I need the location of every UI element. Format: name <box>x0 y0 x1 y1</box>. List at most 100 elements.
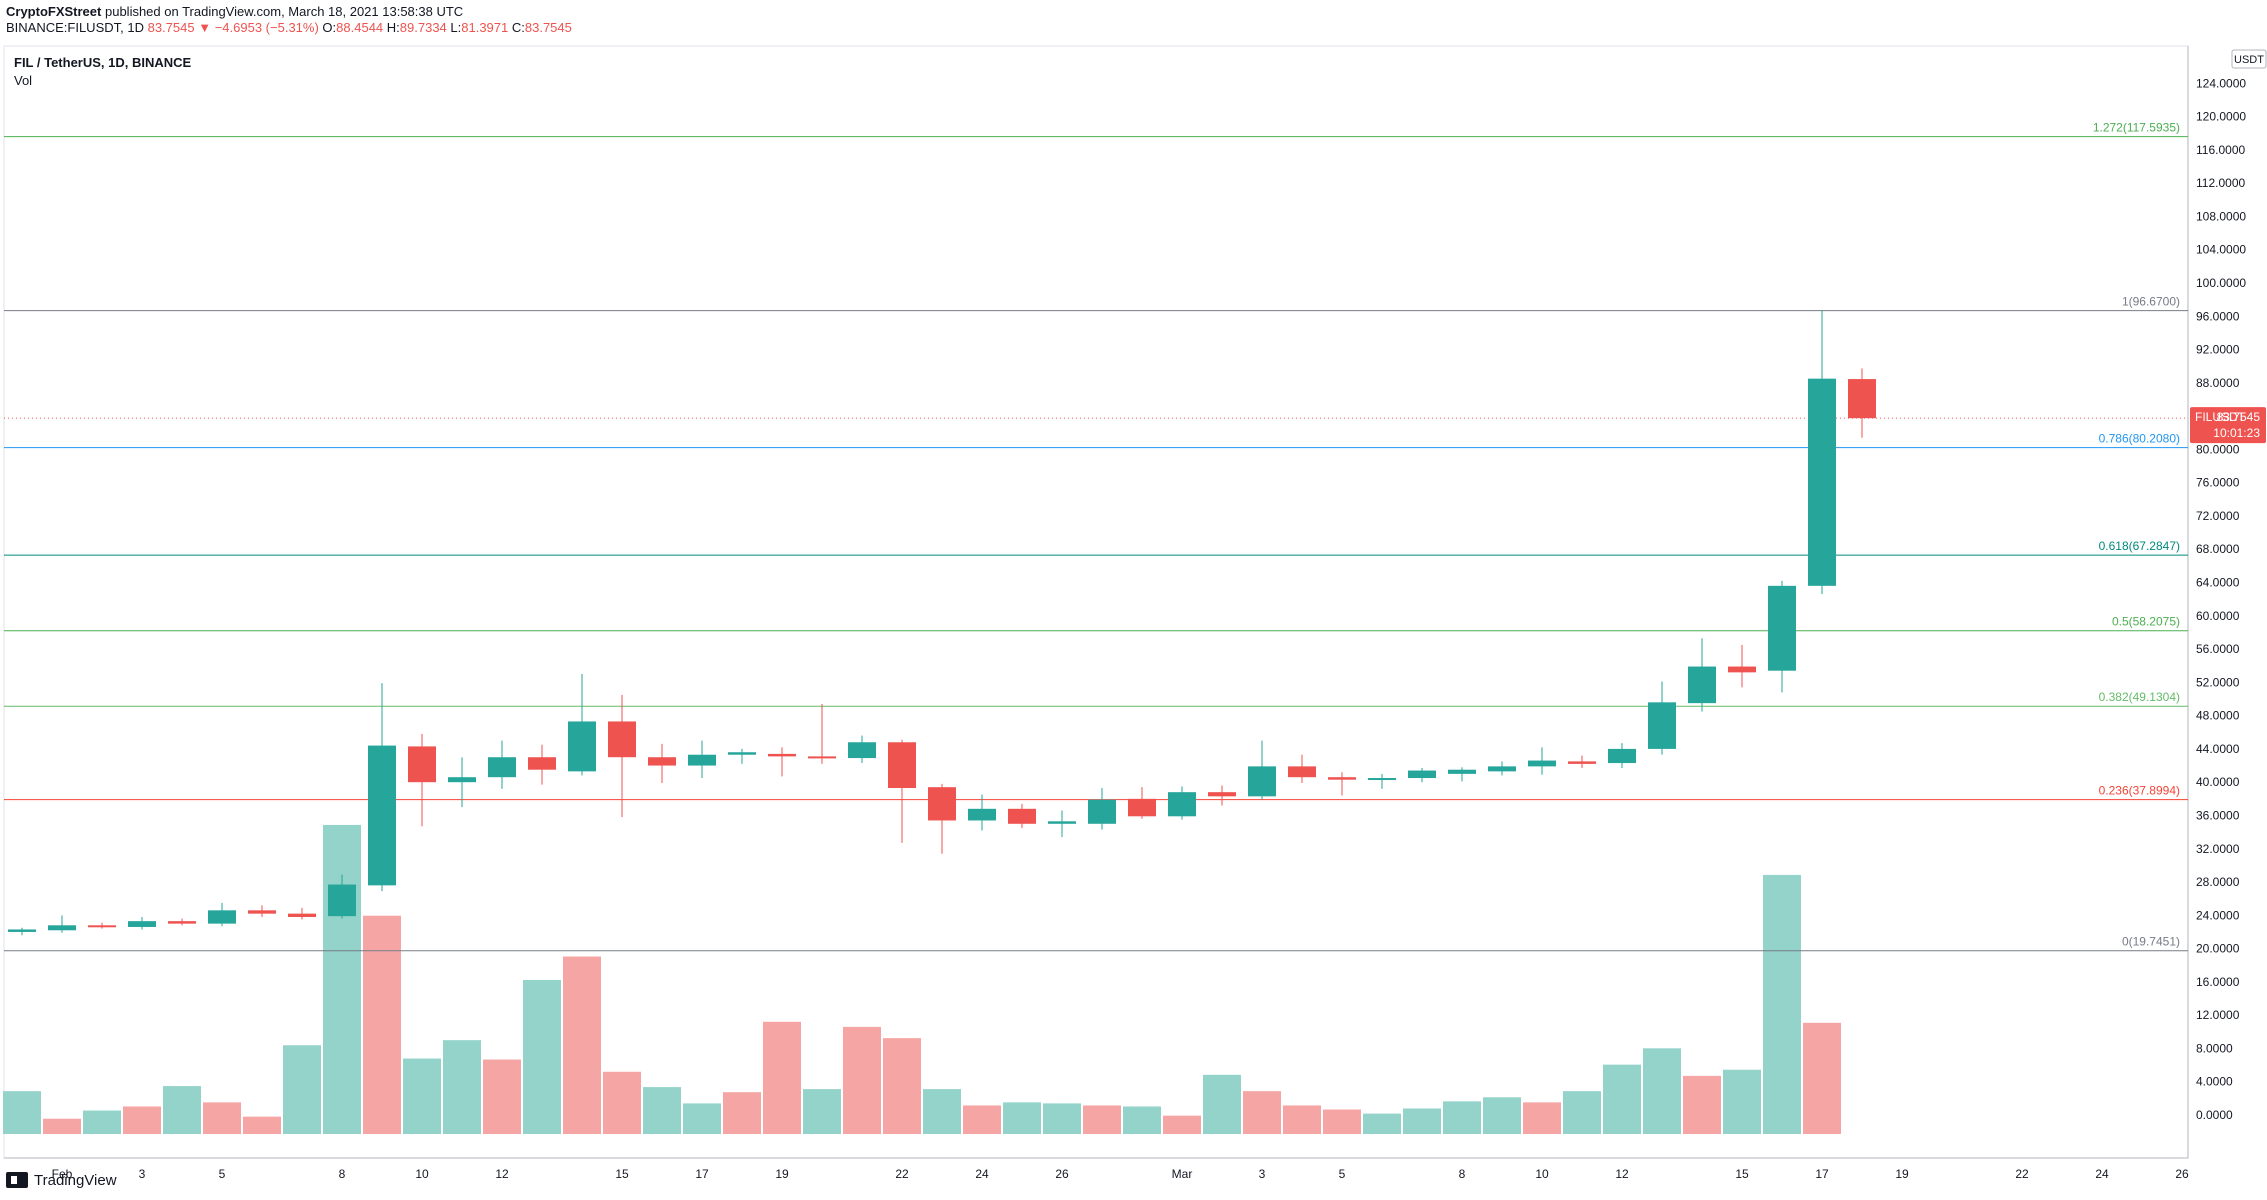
candle-body <box>808 756 836 759</box>
candle-body <box>8 929 36 932</box>
x-tick-label: 22 <box>895 1167 909 1181</box>
volume-bar <box>1323 1109 1361 1134</box>
y-tick-label: 0.0000 <box>2196 1108 2233 1122</box>
volume-bar <box>723 1092 761 1134</box>
y-tick-label: 60.0000 <box>2196 609 2240 623</box>
volume-bar <box>843 1026 881 1134</box>
y-tick-label: 8.0000 <box>2196 1041 2233 1055</box>
volume-bar <box>43 1118 81 1134</box>
low-value: 81.3971 <box>461 20 509 35</box>
volume-bar <box>1363 1113 1401 1134</box>
fib-level-label: 0(19.7451) <box>2122 935 2180 949</box>
open-label: O: <box>322 20 337 35</box>
candle-body <box>1448 769 1476 774</box>
candle-body <box>768 753 796 757</box>
fib-level-label: 0.236(37.8994) <box>2099 784 2180 798</box>
last-price: 83.7545 <box>147 20 195 35</box>
candle-body <box>488 757 516 778</box>
candle-body <box>1768 585 1796 671</box>
y-tick-label: 100.0000 <box>2196 276 2246 290</box>
low-label: L: <box>450 20 462 35</box>
x-tick-label: 10 <box>1535 1167 1549 1181</box>
volume-bar <box>643 1087 681 1134</box>
y-tick-label: 48.0000 <box>2196 709 2240 723</box>
price-countdown: 10:01:23 <box>2213 426 2260 440</box>
candle-body <box>408 746 436 783</box>
volume-bar <box>1243 1091 1281 1134</box>
y-tick-label: 24.0000 <box>2196 908 2240 922</box>
volume-bar <box>763 1021 801 1134</box>
x-tick-label: 15 <box>615 1167 629 1181</box>
volume-bar <box>1283 1105 1321 1134</box>
x-tick-label: 10 <box>415 1167 429 1181</box>
volume-bar <box>1203 1074 1241 1134</box>
last-price-badge <box>2190 407 2266 444</box>
candle-body <box>1488 766 1516 772</box>
candle-body <box>1048 821 1076 824</box>
volume-bar <box>3 1091 41 1134</box>
fib-level-label: 0.5(58.2075) <box>2112 615 2180 629</box>
volume-bar <box>483 1059 521 1134</box>
volume-bar <box>803 1089 841 1134</box>
candle-body <box>368 745 396 886</box>
x-tick-label: 17 <box>1815 1167 1829 1181</box>
volume-bar <box>1523 1102 1561 1134</box>
x-tick-label: 5 <box>219 1167 226 1181</box>
candle-body <box>1408 770 1436 779</box>
fib-level-label: 1.272(117.5935) <box>2093 121 2180 135</box>
currency-label: USDT <box>2234 54 2264 66</box>
currency-badge <box>2231 49 2267 69</box>
x-tick-label: Feb <box>52 1167 73 1181</box>
candle-body <box>448 777 476 783</box>
candle-body <box>1008 808 1036 824</box>
publish-header: CryptoFXStreet published on TradingView.… <box>6 4 572 44</box>
volume-bar <box>1803 1022 1841 1134</box>
y-tick-label: 104.0000 <box>2196 243 2246 257</box>
x-tick-label: 17 <box>695 1167 709 1181</box>
last-price-symbol: FILUSDT <box>2195 410 2246 424</box>
y-tick-label: 40.0000 <box>2196 775 2240 789</box>
candle-body <box>688 754 716 766</box>
volume-bar <box>1083 1105 1121 1134</box>
volume-bar <box>603 1071 641 1134</box>
candle-body <box>1688 666 1716 704</box>
x-tick-label: 26 <box>2175 1167 2189 1181</box>
fib-level-label: 0.786(80.2080) <box>2099 432 2180 446</box>
y-tick-label: 32.0000 <box>2196 842 2240 856</box>
candle-body <box>608 721 636 758</box>
volume-bar <box>203 1102 241 1134</box>
y-tick-label: 36.0000 <box>2196 808 2240 822</box>
tradingview-brand[interactable]: TradingView <box>34 1171 117 1189</box>
volume-bar <box>323 824 361 1134</box>
symbol-text: BINANCE:FILUSDT, 1D <box>6 20 144 35</box>
candle-body <box>48 925 76 931</box>
x-tick-label: 24 <box>975 1167 989 1181</box>
volume-bar <box>1123 1106 1161 1134</box>
candle-body <box>1728 666 1756 673</box>
tradingview-logo-icon[interactable] <box>6 1172 28 1188</box>
candle-body <box>928 787 956 821</box>
open-value: 88.4544 <box>336 20 384 35</box>
candle-body <box>1088 799 1116 824</box>
volume-bar <box>883 1038 921 1134</box>
volume-bar <box>243 1116 281 1134</box>
x-tick-label: 15 <box>1735 1167 1749 1181</box>
x-tick-label: 8 <box>339 1167 346 1181</box>
y-tick-label: 96.0000 <box>2196 309 2240 323</box>
legend-title: FIL / TetherUS, 1D, BINANCE <box>14 55 192 70</box>
y-tick-label: 68.0000 <box>2196 542 2240 556</box>
candle-body <box>848 742 876 759</box>
y-tick-label: 16.0000 <box>2196 975 2240 989</box>
x-tick-label: 19 <box>775 1167 789 1181</box>
close-label: C: <box>511 20 525 35</box>
volume-indicator-label[interactable]: Vol <box>14 73 33 88</box>
author-name[interactable]: CryptoFXStreet <box>6 4 102 19</box>
high-label: H: <box>386 20 400 35</box>
volume-bar <box>963 1105 1001 1134</box>
volume-bar <box>923 1089 961 1134</box>
volume-bar <box>1443 1101 1481 1134</box>
volume-bar <box>1603 1064 1641 1134</box>
candle-body <box>1168 792 1196 817</box>
candle-body <box>728 752 756 755</box>
